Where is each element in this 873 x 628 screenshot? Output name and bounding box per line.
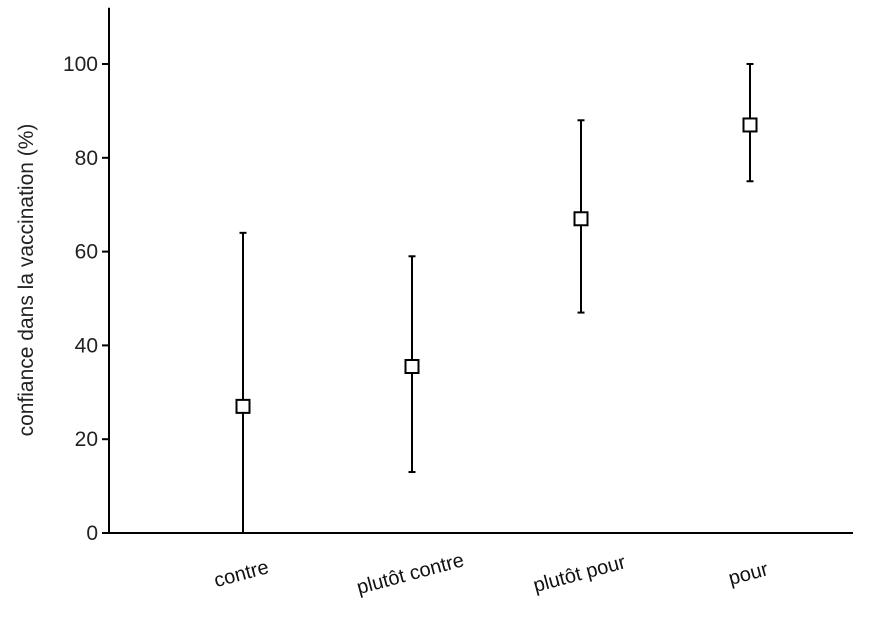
y-tick-label: 20 [75,428,98,451]
x-axis-labels: contre plutôt contre plutôt pour pour [212,549,771,599]
y-tick-label: 80 [75,147,98,170]
x-category-label: contre [212,556,271,592]
x-category-label: plutôt pour [531,551,628,597]
mean-marker [573,211,589,227]
y-tick-label: 0 [86,522,98,545]
data-series [235,63,758,533]
mean-marker [235,398,251,414]
axes [108,7,853,534]
y-tick-label: 100 [63,53,98,76]
mean-marker [404,359,420,375]
y-axis-title: confiance dans la vaccination (%) [15,124,38,437]
x-category-label: plutôt contre [354,549,466,599]
y-tick-label: 60 [75,241,98,264]
mean-marker [742,117,758,133]
y-tick-label: 40 [75,334,98,357]
x-category-label: pour [726,558,771,590]
y-axis-ticks: 0 20 40 60 80 100 [63,53,109,545]
